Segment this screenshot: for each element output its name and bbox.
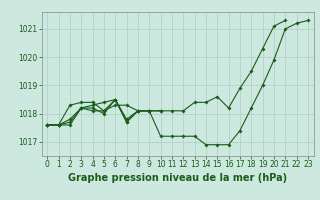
X-axis label: Graphe pression niveau de la mer (hPa): Graphe pression niveau de la mer (hPa)	[68, 173, 287, 183]
